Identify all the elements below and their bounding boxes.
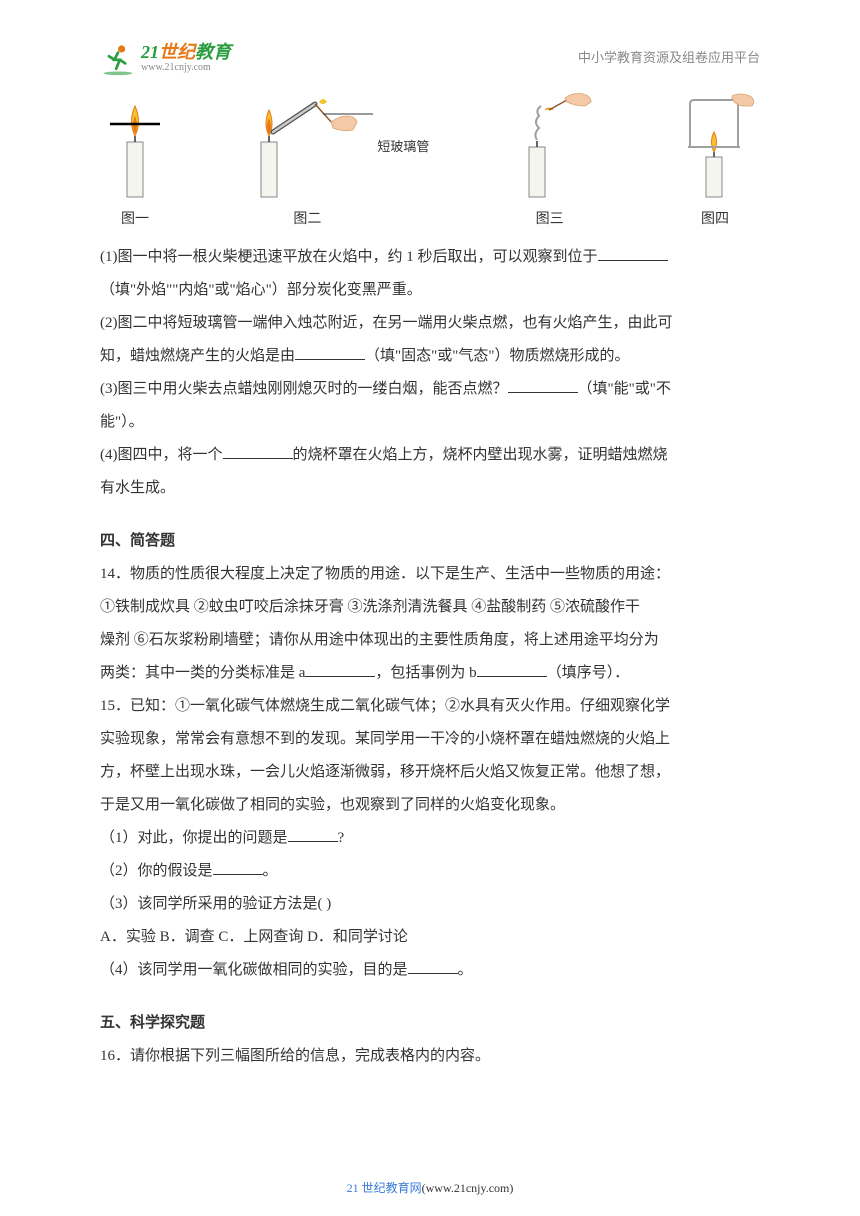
q15-l2: 实验现象，常常会有意想不到的发现。某同学用一干冷的小烧杯罩在蜡烛燃烧的火焰上 bbox=[100, 723, 760, 756]
logo-text: 21世纪教育 www.21cnjy.com bbox=[141, 43, 231, 74]
blank-q4 bbox=[223, 444, 293, 459]
page-footer: 21 世纪教育网(www.21cnjy.com) bbox=[0, 1175, 860, 1201]
figure-1-label: 图一 bbox=[121, 205, 149, 236]
q3-line2: 能"）。 bbox=[100, 406, 760, 439]
q1-cont: （填"外焰""内焰"或"焰心"）部分炭化变黑严重。 bbox=[100, 274, 760, 307]
footer-url: (www.21cnjy.com) bbox=[422, 1181, 514, 1195]
figure-2-label: 图二 bbox=[293, 205, 321, 236]
q3-line1: (3)图三中用火柴去点蜡烛刚刚熄灭时的一缕白烟，能否点燃？（填"能"或"不 bbox=[100, 373, 760, 406]
page-header: 21世纪教育 www.21cnjy.com 中小学教育资源及组卷应用平台 bbox=[100, 40, 760, 76]
blank-q14a bbox=[305, 662, 375, 677]
tube-label: 短玻璃管 bbox=[377, 133, 429, 162]
blank-q2 bbox=[295, 345, 365, 360]
q1: (1)图一中将一根火柴梗迅速平放在火焰中，约 1 秒后取出，可以观察到位于 bbox=[100, 241, 760, 274]
q14-l4: 两类：其中一类的分类标准是 a，包括事例为 b（填序号）． bbox=[100, 657, 760, 690]
q15-sub2: （2）你的假设是。 bbox=[100, 855, 760, 888]
logo-url: www.21cnjy.com bbox=[141, 62, 231, 73]
q15-l3: 方，杯壁上出现水珠，一会儿火焰逐渐微弱，移开烧杯后火焰又恢复正常。他想了想， bbox=[100, 756, 760, 789]
blank-q15-1 bbox=[288, 827, 338, 842]
footer-brand: 21 世纪教育网 bbox=[347, 1181, 422, 1195]
q14-l3: 燥剂 ⑥石灰浆粉刷墙壁；请你从用途中体现出的主要性质角度，将上述用途平均分为 bbox=[100, 624, 760, 657]
figure-4-label: 图四 bbox=[701, 205, 729, 236]
header-subtitle: 中小学教育资源及组卷应用平台 bbox=[578, 44, 760, 73]
figure-3-label: 图三 bbox=[536, 205, 564, 236]
q15-sub3: （3）该同学所采用的验证方法是( ) bbox=[100, 888, 760, 921]
figure-3: 图三 bbox=[505, 92, 595, 236]
q15-options: A．实验 B．调查 C．上网查询 D．和同学讨论 bbox=[100, 921, 760, 954]
blank-q15-4 bbox=[408, 959, 458, 974]
q15-sub1: （1）对此，你提出的问题是? bbox=[100, 822, 760, 855]
q15-l1: 15．已知：①一氧化碳气体燃烧生成二氧化碳气体；②水具有灭火作用。仔细观察化学 bbox=[100, 690, 760, 723]
blank-q14b bbox=[477, 662, 547, 677]
figure-1: 图一 bbox=[100, 92, 170, 236]
logo-part2: 世纪 bbox=[159, 42, 195, 62]
q14-l1: 14．物质的性质很大程度上决定了物质的用途．以下是生产、生活中一些物质的用途： bbox=[100, 558, 760, 591]
q1-line1: (1)图一中将一根火柴梗迅速平放在火焰中，约 1 秒后取出，可以观察到位于 bbox=[100, 249, 598, 265]
logo: 21世纪教育 www.21cnjy.com bbox=[100, 40, 231, 76]
q16: 16．请你根据下列三幅图所给的信息，完成表格内的内容。 bbox=[100, 1040, 760, 1073]
q4-line1: (4)图四中，将一个的烧杯罩在火焰上方，烧杯内壁出现水雾，证明蜡烛燃烧 bbox=[100, 439, 760, 472]
figure-2: 短玻璃管 图二 bbox=[245, 92, 429, 236]
blank-q3 bbox=[508, 378, 578, 393]
logo-part1: 21 bbox=[141, 42, 159, 62]
q4-line2: 有水生成。 bbox=[100, 472, 760, 505]
section5-title: 五、科学探究题 bbox=[100, 1007, 760, 1040]
logo-part3: 教育 bbox=[195, 42, 231, 62]
q2-line1: (2)图二中将短玻璃管一端伸入烛芯附近，在另一端用火柴点燃，也有火焰产生，由此可 bbox=[100, 307, 760, 340]
section4-title: 四、简答题 bbox=[100, 525, 760, 558]
blank-q1 bbox=[598, 246, 668, 261]
figures-row: 图一 短玻璃管 图二 bbox=[100, 96, 760, 236]
blank-q15-2 bbox=[213, 860, 263, 875]
q15-sub4: （4）该同学用一氧化碳做相同的实验，目的是。 bbox=[100, 954, 760, 987]
q14-l2: ①铁制成炊具 ②蚊虫叮咬后涂抹牙膏 ③洗涤剂清洗餐具 ④盐酸制药 ⑤浓硫酸作干 bbox=[100, 591, 760, 624]
q15-l4: 于是又用一氧化碳做了相同的实验，也观察到了同样的火焰变化现象。 bbox=[100, 789, 760, 822]
q2-line2: 知，蜡烛燃烧产生的火焰是由（填"固态"或"气态"）物质燃烧形成的。 bbox=[100, 340, 760, 373]
logo-runner-icon bbox=[100, 40, 136, 76]
figure-4: 图四 bbox=[670, 92, 760, 236]
